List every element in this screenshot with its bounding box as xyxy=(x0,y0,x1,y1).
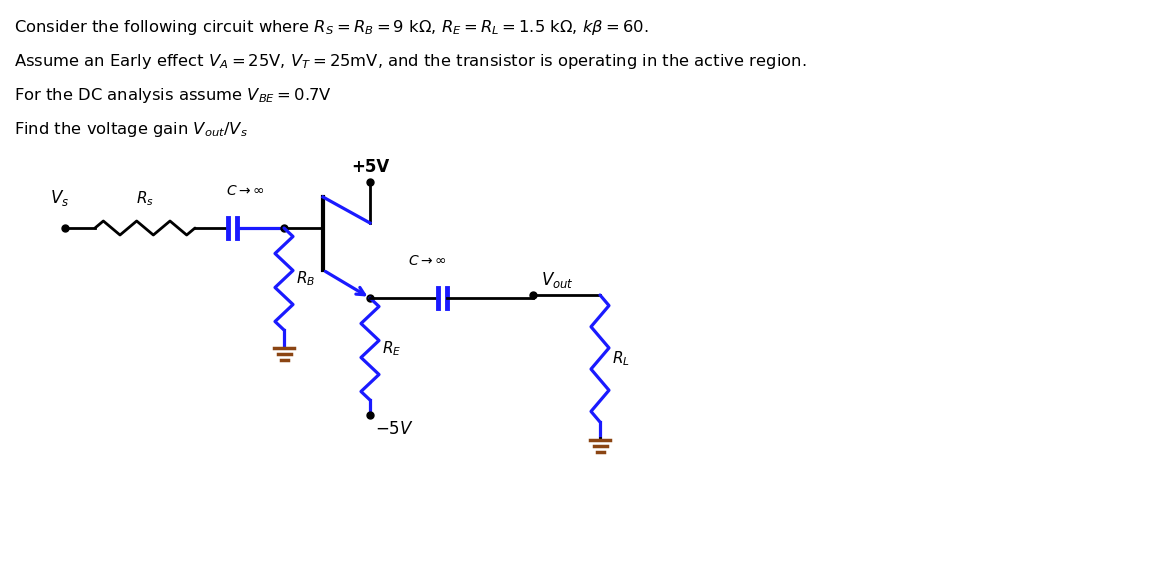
Text: $R_B$: $R_B$ xyxy=(296,270,316,288)
Text: $V_{out}$: $V_{out}$ xyxy=(541,270,574,290)
Text: $R_L$: $R_L$ xyxy=(612,349,630,368)
Text: $C \rightarrow \infty$: $C \rightarrow \infty$ xyxy=(226,184,264,198)
Text: $C \rightarrow \infty$: $C \rightarrow \infty$ xyxy=(408,254,447,268)
Text: Assume an Early effect $V_A = 25\mathrm{V}$, $V_T= 25\mathrm{mV}$, and the trans: Assume an Early effect $V_A = 25\mathrm{… xyxy=(14,52,806,71)
Text: $R_E$: $R_E$ xyxy=(382,339,401,359)
Text: $-5V$: $-5V$ xyxy=(375,420,414,438)
Text: Find the voltage gain $V_{out}/V_s$: Find the voltage gain $V_{out}/V_s$ xyxy=(14,120,248,139)
Text: +5V: +5V xyxy=(351,158,389,176)
Text: Consider the following circuit where $R_S= R_B= 9\ \mathrm{k}\Omega$, $R_E = R_L: Consider the following circuit where $R_… xyxy=(14,18,649,37)
Text: $R_s$: $R_s$ xyxy=(136,189,154,208)
Text: For the DC analysis assume $V_{BE}= 0.7\mathrm{V}$: For the DC analysis assume $V_{BE}= 0.7\… xyxy=(14,86,332,105)
Text: $V_s$: $V_s$ xyxy=(50,188,70,208)
